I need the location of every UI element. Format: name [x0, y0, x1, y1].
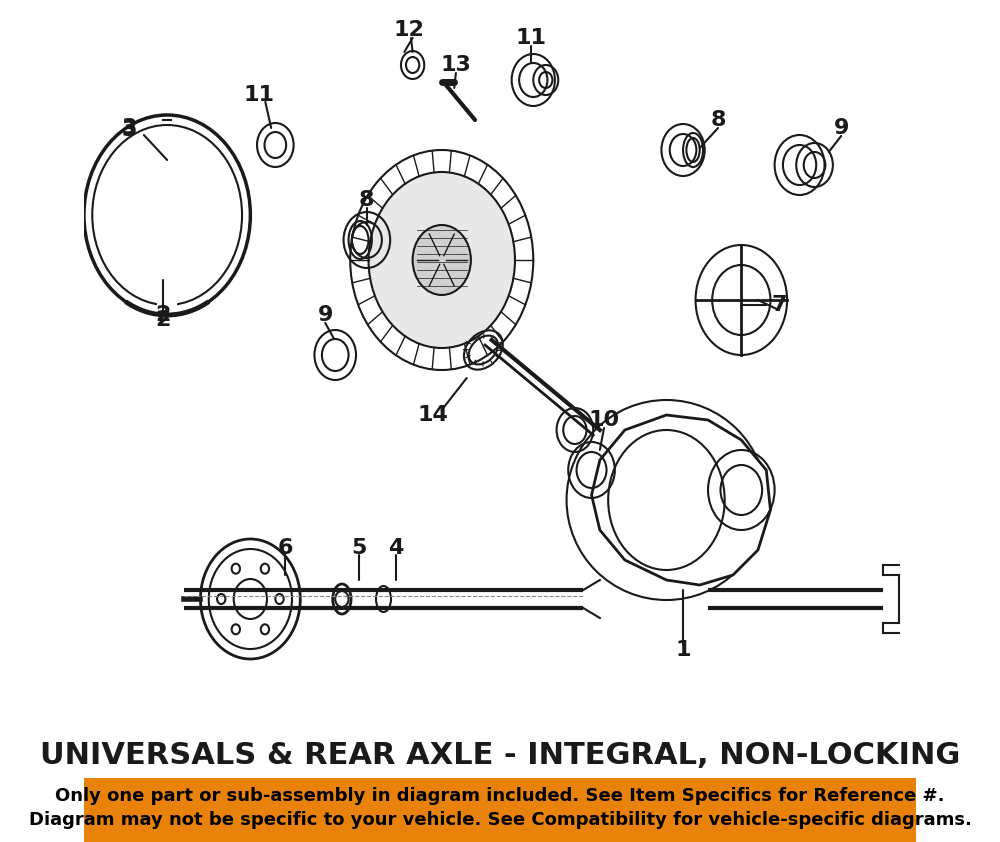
Text: UNIVERSALS & REAR AXLE - INTEGRAL, NON-LOCKING: UNIVERSALS & REAR AXLE - INTEGRAL, NON-L… — [40, 740, 960, 770]
Polygon shape — [592, 415, 770, 585]
Text: 7: 7 — [771, 295, 787, 315]
Text: 6: 6 — [278, 538, 293, 558]
Text: 2: 2 — [155, 305, 171, 325]
Text: 14: 14 — [418, 405, 449, 425]
Text: 1: 1 — [675, 640, 691, 660]
Text: 13: 13 — [440, 55, 471, 75]
Text: 12: 12 — [393, 20, 424, 40]
Text: 8: 8 — [359, 190, 375, 210]
Circle shape — [369, 172, 515, 348]
Text: 9: 9 — [833, 118, 849, 138]
Text: 5: 5 — [351, 538, 366, 558]
Text: 3: 3 — [122, 120, 137, 140]
Text: Diagram may not be specific to your vehicle. See Compatibility for vehicle-speci: Diagram may not be specific to your vehi… — [29, 811, 971, 829]
Text: Only one part or sub-assembly in diagram included. See Item Specifics for Refere: Only one part or sub-assembly in diagram… — [55, 787, 945, 805]
Ellipse shape — [567, 400, 766, 600]
Text: 4: 4 — [388, 538, 404, 558]
Text: 2: 2 — [155, 310, 171, 330]
Text: 9: 9 — [318, 305, 333, 325]
Text: 8: 8 — [710, 110, 726, 130]
Text: 10: 10 — [588, 410, 620, 430]
Text: 11: 11 — [243, 85, 274, 105]
Circle shape — [234, 579, 267, 619]
Text: 3: 3 — [122, 118, 137, 138]
Text: 11: 11 — [515, 28, 546, 48]
Circle shape — [350, 150, 533, 370]
Circle shape — [413, 225, 471, 295]
Bar — [84, 778, 916, 842]
